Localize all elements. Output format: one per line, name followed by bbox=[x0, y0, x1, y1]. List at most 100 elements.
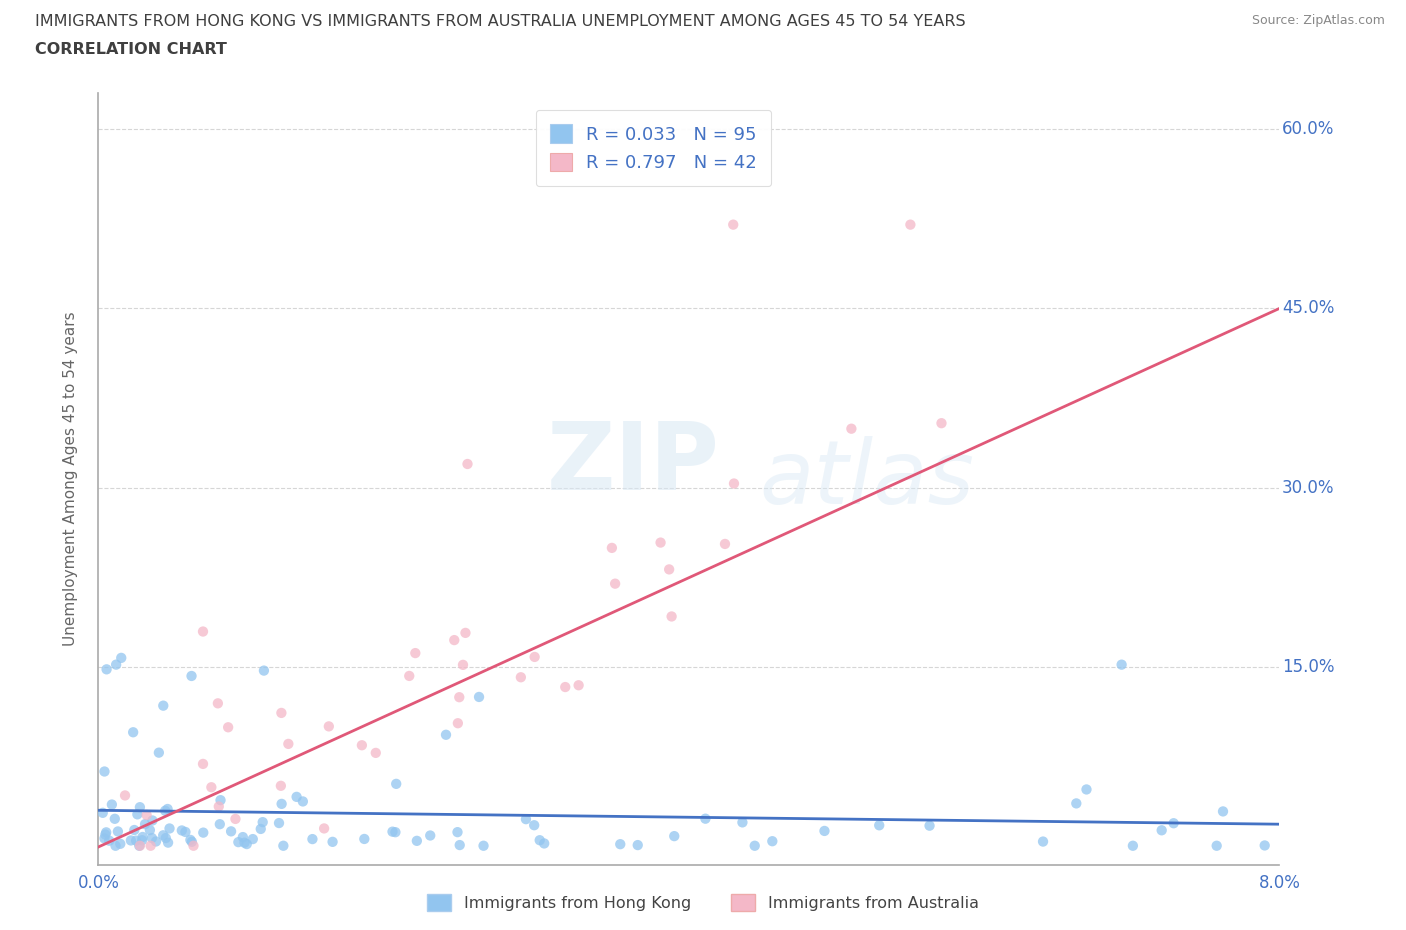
Point bbox=[868, 817, 890, 832]
Point bbox=[301, 831, 323, 846]
Point bbox=[931, 416, 953, 431]
Point bbox=[127, 807, 149, 822]
Point bbox=[152, 828, 174, 843]
Point bbox=[134, 817, 156, 831]
Point bbox=[233, 835, 256, 850]
Point bbox=[94, 827, 117, 842]
Point bbox=[193, 825, 215, 840]
Point bbox=[509, 670, 531, 684]
Point bbox=[139, 823, 162, 838]
Point bbox=[723, 218, 745, 232]
Point bbox=[159, 821, 181, 836]
Point bbox=[208, 799, 231, 814]
Text: IMMIGRANTS FROM HONG KONG VS IMMIGRANTS FROM AUSTRALIA UNEMPLOYMENT AMONG AGES 4: IMMIGRANTS FROM HONG KONG VS IMMIGRANTS … bbox=[35, 14, 966, 29]
Point bbox=[114, 788, 136, 803]
Point bbox=[472, 838, 495, 853]
Point bbox=[1032, 834, 1054, 849]
Point bbox=[661, 609, 683, 624]
Point bbox=[1254, 838, 1277, 853]
Point bbox=[145, 834, 167, 849]
Point bbox=[457, 457, 479, 472]
Point bbox=[523, 649, 546, 664]
Point bbox=[253, 663, 276, 678]
Text: 0.0%: 0.0% bbox=[77, 874, 120, 893]
Point bbox=[139, 838, 162, 853]
Point bbox=[273, 838, 295, 853]
Text: CORRELATION CHART: CORRELATION CHART bbox=[35, 42, 226, 57]
Point bbox=[104, 811, 127, 826]
Point bbox=[217, 720, 239, 735]
Text: atlas: atlas bbox=[759, 436, 974, 522]
Point bbox=[419, 828, 441, 843]
Point bbox=[152, 698, 174, 713]
Point bbox=[107, 824, 129, 839]
Point bbox=[125, 833, 148, 848]
Point bbox=[381, 824, 404, 839]
Point bbox=[714, 537, 737, 551]
Point bbox=[232, 830, 254, 844]
Point bbox=[208, 817, 231, 831]
Point bbox=[404, 645, 426, 660]
Point bbox=[1150, 823, 1173, 838]
Point bbox=[609, 837, 631, 852]
Point bbox=[101, 797, 124, 812]
Point bbox=[93, 831, 115, 846]
Point bbox=[554, 680, 576, 695]
Point bbox=[443, 632, 465, 647]
Point bbox=[170, 823, 193, 838]
Point bbox=[129, 800, 152, 815]
Point bbox=[228, 835, 250, 850]
Point bbox=[650, 535, 672, 550]
Point bbox=[600, 540, 623, 555]
Point bbox=[96, 662, 118, 677]
Point bbox=[105, 658, 128, 672]
Point bbox=[533, 836, 555, 851]
Point bbox=[148, 745, 170, 760]
Point bbox=[744, 838, 766, 853]
Point bbox=[110, 836, 132, 851]
Point bbox=[135, 807, 157, 822]
Point bbox=[529, 832, 551, 847]
Legend: Immigrants from Hong Kong, Immigrants from Australia: Immigrants from Hong Kong, Immigrants fr… bbox=[420, 888, 986, 917]
Point bbox=[398, 669, 420, 684]
Point bbox=[98, 833, 121, 848]
Point bbox=[129, 838, 152, 853]
Point bbox=[291, 794, 314, 809]
Point bbox=[405, 833, 427, 848]
Text: 15.0%: 15.0% bbox=[1282, 658, 1334, 676]
Text: 60.0%: 60.0% bbox=[1282, 120, 1334, 138]
Point bbox=[449, 690, 471, 705]
Point bbox=[179, 832, 201, 847]
Point bbox=[267, 816, 290, 830]
Point bbox=[723, 476, 745, 491]
Point bbox=[141, 830, 163, 845]
Point bbox=[434, 727, 457, 742]
Point bbox=[270, 778, 292, 793]
Point bbox=[104, 838, 127, 853]
Point bbox=[523, 817, 546, 832]
Y-axis label: Unemployment Among Ages 45 to 54 years: Unemployment Among Ages 45 to 54 years bbox=[63, 312, 77, 646]
Point bbox=[224, 812, 246, 827]
Point bbox=[153, 804, 176, 818]
Point bbox=[180, 834, 202, 849]
Point bbox=[813, 823, 835, 838]
Point bbox=[515, 812, 537, 827]
Point bbox=[446, 825, 468, 840]
Text: 30.0%: 30.0% bbox=[1282, 479, 1334, 497]
Point bbox=[664, 829, 686, 844]
Point bbox=[322, 834, 344, 849]
Text: 45.0%: 45.0% bbox=[1282, 299, 1334, 317]
Point bbox=[1163, 816, 1185, 830]
Point bbox=[568, 678, 591, 693]
Point bbox=[384, 825, 406, 840]
Point bbox=[174, 825, 197, 840]
Point bbox=[120, 833, 142, 848]
Point bbox=[252, 815, 274, 830]
Point bbox=[131, 832, 153, 847]
Point bbox=[235, 837, 257, 852]
Point bbox=[270, 706, 292, 721]
Point bbox=[180, 669, 202, 684]
Point bbox=[314, 821, 336, 836]
Point bbox=[110, 650, 132, 665]
Point bbox=[183, 838, 205, 853]
